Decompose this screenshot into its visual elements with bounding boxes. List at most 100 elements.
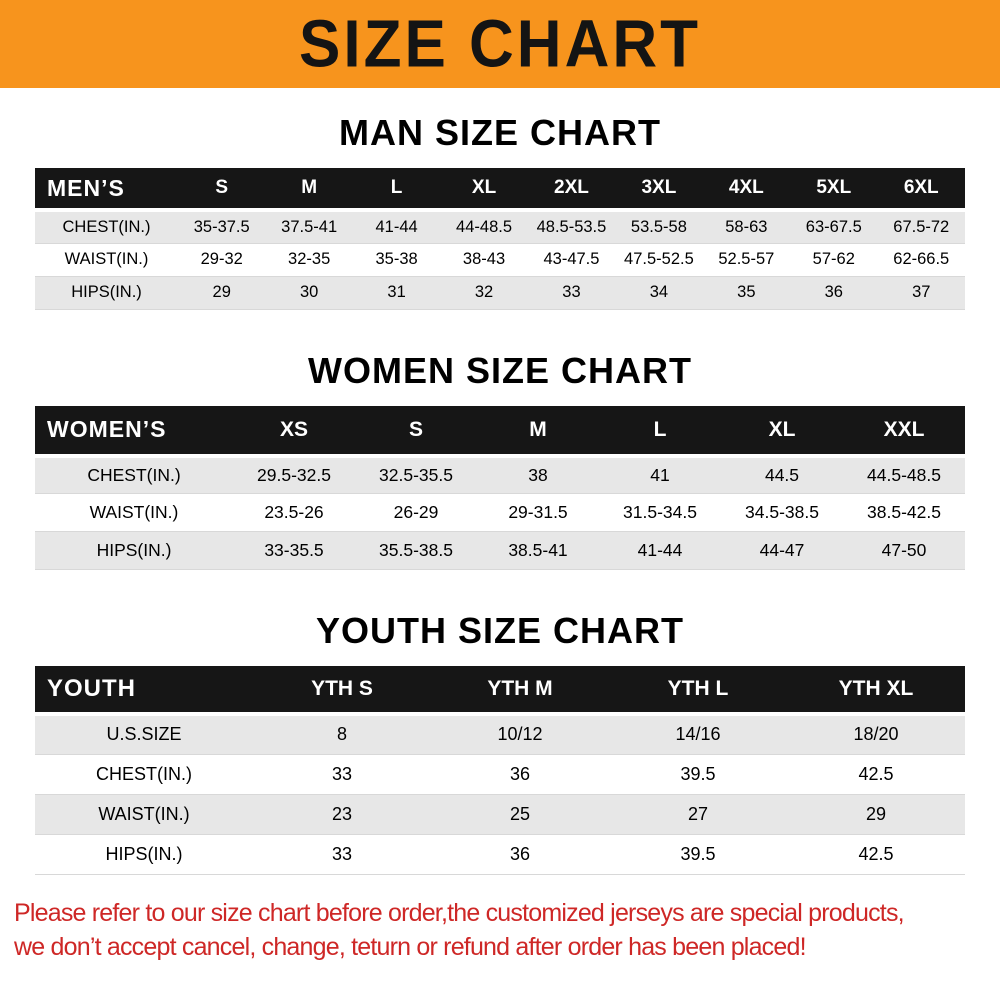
table-corner-label: MEN’S (47, 174, 125, 201)
table-cell: 44.5-48.5 (867, 464, 941, 485)
note-line-1: Please refer to our size chart before or… (14, 898, 905, 927)
table-cell: 37 (912, 283, 931, 301)
table-row: CHEST(IN.) 35-37.5 37.5-41 41-44 44-48.5 48.5… (35, 210, 965, 243)
table-cell: 34 (649, 283, 669, 301)
table-cell: 35-38 (375, 250, 418, 268)
table-cell: 33 (562, 283, 581, 301)
table-cell: 38.5-41 (508, 540, 568, 560)
table-cell: 44-48.5 (456, 217, 513, 236)
row-label: HIPS(IN.) (71, 283, 142, 301)
size-column-header: 2XL (554, 177, 589, 198)
table-cell: 30 (299, 283, 319, 301)
row-label: WAIST(IN.) (64, 250, 149, 268)
table-row: CHEST(IN.) 29.5-32.5 32.5-35.5 38 41 44.5 44.5… (35, 455, 965, 494)
table-cell: 44.5 (764, 464, 800, 485)
table-corner-label: WOMEN’S (47, 416, 167, 442)
table-cell: 36 (824, 283, 843, 301)
table-cell: 32.5-35.5 (379, 464, 453, 485)
table-cell: 38.5-42.5 (867, 502, 941, 522)
table-cell: 29-32 (200, 250, 243, 268)
size-column-header: 6XL (903, 177, 939, 198)
size-column-header: 4XL (728, 177, 764, 198)
table-cell: 41 (650, 464, 670, 485)
table-cell: 58-63 (725, 217, 768, 236)
size-column-header: YTH XL (838, 677, 914, 700)
youth-section: YOUTH SIZE CHART YOUTH YTH S YTH M YTH L YTH… (0, 610, 1000, 875)
table-cell: 43-47.5 (543, 250, 600, 268)
size-column-header: XL (768, 417, 796, 441)
size-column-header: L (653, 417, 667, 441)
table-cell: 33-35.5 (264, 540, 324, 560)
table-cell: 31.5-34.5 (623, 502, 697, 522)
table-header-row: WOMEN’S XS S M L XL XXL (35, 405, 965, 456)
table-cell: 47-50 (881, 540, 927, 560)
table-cell: 23.5-26 (264, 502, 324, 522)
size-column-header: L (390, 177, 403, 198)
table-cell: 34.5-38.5 (745, 502, 819, 522)
row-label: U.S.SIZE (106, 724, 182, 745)
table-cell: 47.5-52.5 (624, 250, 694, 268)
table-cell: 41-44 (375, 217, 418, 236)
size-column-header: M (301, 177, 318, 198)
size-column-header: YTH M (487, 677, 553, 700)
table-cell: 48.5-53.5 (536, 217, 607, 236)
table-cell: 29 (865, 803, 887, 824)
row-label: HIPS(IN.) (105, 843, 183, 864)
table-row: HIPS(IN.) 29 30 31 32 33 34 35 36 37 (35, 276, 965, 309)
size-column-header: 5XL (816, 177, 852, 198)
table-cell: 33 (331, 843, 353, 864)
table-cell: 53.5-58 (630, 217, 687, 236)
note-line-2: we don’t accept cancel, change, teturn o… (14, 933, 807, 961)
table-cell: 38-43 (462, 250, 506, 268)
women-section-heading: WOMEN SIZE CHART (308, 349, 692, 391)
table-cell: 67.5-72 (893, 217, 950, 236)
women-size-table: WOMEN’S XS S M L XL XXL CHEST(IN.) 29.5-32.5 32.5… (35, 405, 965, 571)
table-cell: 33 (331, 763, 353, 784)
table-cell: 35 (737, 283, 756, 301)
table-cell: 32 (474, 283, 494, 301)
table-cell: 39.5 (680, 763, 716, 784)
row-label: CHEST(IN.) (62, 217, 151, 236)
order-note: Please refer to our size chart before or… (14, 897, 988, 964)
size-column-header: YTH L (667, 677, 729, 700)
table-row: HIPS(IN.) 33 36 39.5 42.5 (35, 834, 965, 874)
title-banner: SIZE CHART (0, 0, 1000, 88)
row-label: HIPS(IN.) (96, 540, 172, 560)
size-column-header: S (215, 177, 229, 198)
table-cell: 63-67.5 (805, 217, 862, 236)
table-cell: 36 (509, 763, 531, 784)
table-cell: 52.5-57 (718, 250, 775, 268)
men-section: MAN SIZE CHART MEN’S S M L XL 2XL 3XL 4XL 5XL 6XL… (0, 112, 1000, 310)
page-title: SIZE CHART (299, 6, 701, 82)
men-section-heading: MAN SIZE CHART (339, 112, 661, 153)
table-cell: 35.5-38.5 (379, 540, 453, 560)
table-cell: 38 (528, 464, 548, 485)
table-cell: 31 (387, 283, 406, 301)
table-cell: 29.5-32.5 (257, 464, 331, 485)
table-row: U.S.SIZE 8 10/12 14/16 18/20 (35, 714, 965, 754)
table-row: CHEST(IN.) 33 36 39.5 42.5 (35, 754, 965, 794)
table-cell: 26-29 (393, 502, 439, 522)
size-column-header: S (408, 417, 423, 441)
table-cell: 35-37.5 (193, 217, 250, 236)
table-cell: 10/12 (497, 724, 543, 745)
table-row: WAIST(IN.) 29-32 32-35 35-38 38-43 43-47.5 47.… (35, 243, 965, 276)
table-cell: 42.5 (858, 843, 894, 864)
youth-section-heading: YOUTH SIZE CHART (315, 610, 684, 651)
women-section: WOMEN SIZE CHART WOMEN’S XS S M L XL XXL CHEST(… (0, 350, 1000, 571)
table-header-row: YOUTH YTH S YTH M YTH L YTH XL (35, 666, 965, 714)
table-cell: 39.5 (680, 843, 716, 864)
table-cell: 36 (509, 843, 531, 864)
table-cell: 14/16 (675, 724, 721, 745)
table-cell: 57-62 (812, 250, 855, 268)
table-cell: 25 (509, 803, 531, 824)
size-column-header: XS (279, 417, 308, 441)
size-column-header: XXL (883, 417, 925, 441)
table-row: WAIST(IN.) 23.5-26 26-29 29-31.5 31.5-34.5 34… (35, 494, 965, 532)
row-label: WAIST(IN.) (98, 803, 190, 824)
table-cell: 41-44 (637, 540, 683, 560)
table-cell: 27 (687, 803, 709, 824)
table-cell: 62-66.5 (893, 250, 950, 268)
row-label: WAIST(IN.) (89, 502, 179, 522)
table-corner-label: YOUTH (47, 675, 136, 702)
